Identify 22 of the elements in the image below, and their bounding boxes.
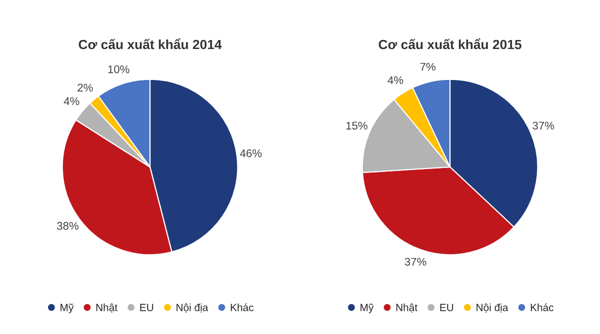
data-label: 37% (532, 122, 554, 130)
legend-label: Nhật (396, 303, 418, 313)
data-label: 4% (64, 97, 80, 106)
legend-label: Khác (530, 303, 554, 312)
data-label: 15% (346, 122, 368, 130)
legend-label: Nội địa (176, 303, 208, 313)
legend-label: Mỹ (360, 304, 374, 314)
data-label: 38% (57, 222, 78, 230)
data-label: 2% (78, 84, 93, 92)
legend-label: Mỹ (60, 304, 74, 314)
legend-label: EU (140, 304, 154, 312)
data-label: 10% (108, 65, 130, 74)
legend-label: EU (440, 304, 454, 312)
legend-label: Nhật (96, 303, 118, 313)
data-label: 7% (420, 62, 436, 71)
data-label: 37% (404, 258, 426, 266)
chart-title: Cơ cấu xuất khẩu 2015 (378, 38, 522, 50)
data-label: 46% (240, 149, 262, 158)
legend-label: Khác (230, 303, 254, 312)
chart-title: Cơ cấu xuất khẩu 2014 (78, 38, 222, 50)
legend-label: Nội địa (476, 303, 508, 313)
data-label: 4% (388, 76, 404, 84)
